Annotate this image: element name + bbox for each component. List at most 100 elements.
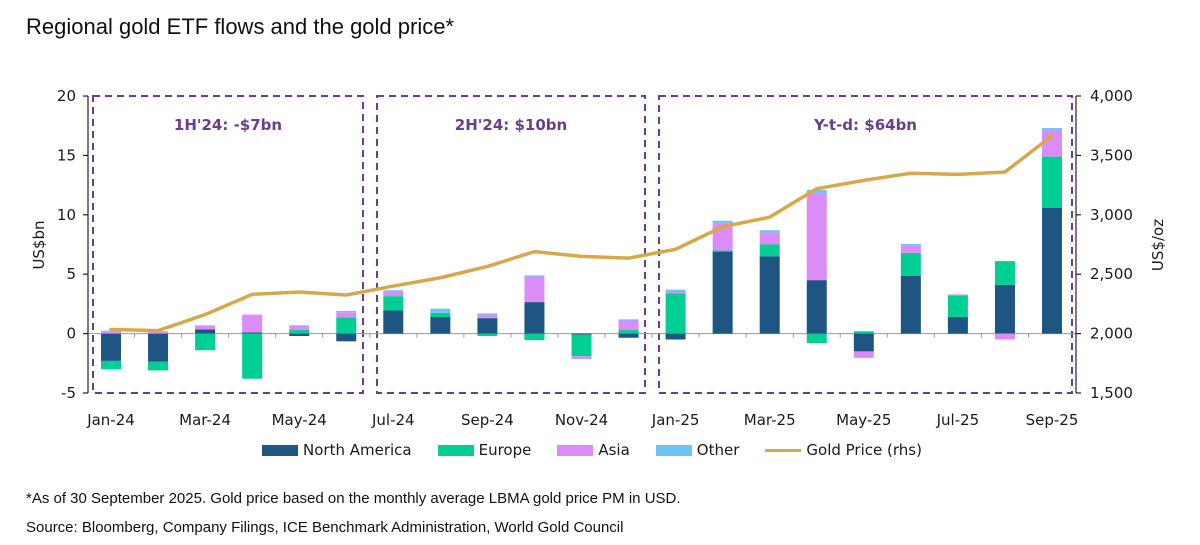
bar-asia (524, 276, 545, 303)
bar-other (524, 275, 545, 277)
bar-asia (759, 232, 780, 245)
bar-north-america (148, 333, 169, 362)
bar-north-america (618, 333, 639, 338)
bar-asia (1042, 130, 1062, 157)
left-axis-title: US$bn (30, 220, 48, 269)
bar-other (195, 325, 216, 326)
bar-north-america (336, 333, 357, 342)
x-axis-tick-label: Sep-24 (461, 411, 514, 429)
left-axis-tick-label: 20 (57, 87, 76, 105)
left-axis-tick-label: -5 (61, 384, 76, 402)
annotation-box (658, 95, 1073, 394)
bar-north-america (665, 333, 686, 340)
bar-asia (336, 312, 357, 318)
legend-item-gold-price: Gold Price (rhs) (765, 441, 922, 459)
annotation-box (92, 95, 364, 394)
bar-asia (101, 331, 121, 334)
bar-europe (336, 317, 357, 334)
bar-europe (242, 333, 263, 379)
legend-label-other: Other (696, 441, 740, 459)
legend-label-gold-price: Gold Price (rhs) (806, 441, 922, 459)
etf-flows-chart: 1H'24: -$7bn 2H'24: $10bn Y-t-d: $64bn -5 0 5… (30, 87, 1167, 429)
legend-swatch-gold-price (765, 448, 802, 452)
bar-north-america (383, 310, 404, 334)
bar-europe (430, 312, 451, 317)
bar-other (336, 311, 357, 313)
bar-other (712, 220, 733, 224)
bar-north-america (571, 333, 592, 335)
bar-other (618, 319, 639, 321)
left-axis-tick-label: 5 (66, 265, 76, 283)
bar-other (571, 358, 592, 360)
legend-swatch-other (655, 444, 692, 456)
bar-europe (101, 360, 121, 370)
right-axis-tick-label: 3,500 (1090, 146, 1133, 164)
left-axis-tick-label: 0 (66, 325, 76, 343)
bar-asia (571, 356, 592, 359)
bar-asia (383, 291, 404, 297)
bar-europe (148, 361, 169, 371)
bar-europe (806, 333, 827, 344)
legend-swatch-asia (557, 444, 594, 456)
bar-asia (665, 292, 686, 294)
bar-other (853, 357, 874, 358)
bar-north-america (712, 251, 733, 334)
x-axis-tick-label: May-25 (836, 411, 891, 429)
chart-title: Regional gold ETF flows and the gold pri… (26, 14, 455, 39)
x-axis-tick-label: Jul-24 (371, 411, 415, 429)
bar-other (806, 189, 827, 194)
legend-item-other: Other (655, 441, 740, 459)
bar-other (383, 290, 404, 292)
bar-other (477, 313, 498, 315)
bar-europe (994, 261, 1015, 285)
bar-europe (1042, 156, 1062, 208)
bar-europe (900, 252, 921, 276)
bar-europe (947, 295, 968, 317)
x-axis-tick-label: May-24 (272, 411, 327, 429)
bar-north-america (101, 333, 121, 361)
bar-asia (806, 193, 827, 281)
bar-europe (665, 293, 686, 334)
x-axis-tick-label: Nov-24 (555, 411, 608, 429)
right-axis-tick-label: 4,000 (1090, 87, 1133, 105)
legend-item-asia: Asia (557, 441, 630, 459)
bar-north-america (242, 332, 263, 334)
annotation-label: Y-t-d: $64bn (813, 116, 917, 134)
right-axis-tick-label: 2,500 (1090, 265, 1133, 283)
x-axis-tick-label: Jan-25 (651, 411, 700, 429)
bar-north-america (853, 333, 874, 352)
bar-other (900, 243, 921, 246)
bar-north-america (524, 302, 545, 334)
source-note: Source: Bloomberg, Company Filings, ICE … (26, 519, 624, 536)
x-axis-tick-label: Mar-25 (744, 411, 796, 429)
right-axis-tick-label: 1,500 (1090, 384, 1133, 402)
right-axis-tick-label: 2,000 (1090, 325, 1133, 343)
left-axis-tick-label: 10 (57, 206, 76, 224)
annotation-label: 2H'24: $10bn (455, 116, 567, 134)
legend-item-north-america: North America (262, 441, 412, 459)
bar-europe (289, 330, 310, 334)
bar-north-america (900, 275, 921, 334)
bar-other (1042, 128, 1062, 131)
bar-europe (618, 330, 639, 334)
legend-item-europe: Europe (437, 441, 531, 459)
bar-europe (195, 333, 216, 351)
bar-europe (383, 296, 404, 311)
bar-north-america (1042, 207, 1062, 334)
bar-asia (618, 320, 639, 331)
legend-swatch-north-america (262, 444, 298, 456)
bar-asia (242, 314, 263, 333)
bar-north-america (477, 318, 498, 334)
bar-north-america (430, 316, 451, 334)
bar-asia (289, 325, 310, 331)
bar-asia (148, 331, 169, 334)
bar-europe (571, 334, 592, 357)
legend-label-asia: Asia (598, 441, 630, 459)
bar-other (430, 308, 451, 313)
x-axis-tick-label: Jan-24 (86, 411, 135, 429)
x-axis-tick-label: Sep-25 (1026, 411, 1079, 429)
bar-europe (524, 333, 545, 341)
x-axis-tick-label: Jul-25 (936, 411, 980, 429)
bar-other (665, 289, 686, 293)
chart-legend: North America Europe Asia Other Gold Pri… (262, 441, 948, 459)
